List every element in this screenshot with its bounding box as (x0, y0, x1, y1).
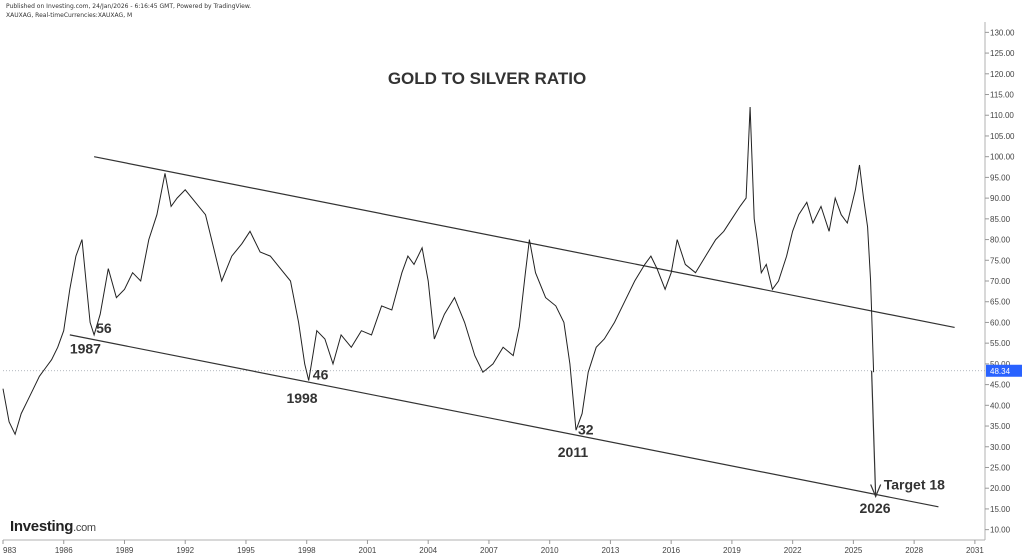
y-tick-label: 75.00 (990, 256, 1011, 265)
x-tick-label: 2022 (784, 546, 802, 555)
y-tick-label: 85.00 (990, 215, 1011, 224)
symbol-label: XAUXAG, Real-timeCurrencies:XAUXAG, M (6, 12, 133, 19)
x-tick-label: 2028 (905, 546, 923, 555)
y-tick-label: 65.00 (990, 298, 1011, 307)
y-tick-label: 40.00 (990, 401, 1011, 410)
y-tick-label: 115.00 (990, 91, 1014, 100)
x-tick-label: 1992 (176, 546, 194, 555)
target-arrow-head (870, 484, 882, 499)
annotation-label: 2026 (859, 500, 890, 516)
x-tick-label: 983 (3, 546, 17, 555)
x-tick-label: 2004 (419, 546, 437, 555)
x-tick-label: 2025 (844, 546, 862, 555)
trendline-upper (93, 156, 955, 329)
x-tick-label: 2010 (541, 546, 559, 555)
annotation-label: Target 18 (884, 476, 945, 492)
chart-title: GOLD TO SILVER RATIO (388, 69, 586, 88)
annotation-label: 1987 (70, 341, 101, 357)
x-tick-label: 2001 (359, 546, 377, 555)
y-tick-label: 25.00 (990, 463, 1011, 472)
x-tick-label: 2013 (602, 546, 620, 555)
brand-suffix: .com (73, 522, 96, 534)
y-tick-label: 10.00 (990, 526, 1011, 535)
annotation-label: 32 (578, 421, 594, 437)
y-tick-label: 130.00 (990, 28, 1015, 37)
last-value-label: 48.34 (990, 367, 1011, 376)
y-tick-label: 125.00 (990, 49, 1015, 58)
last-value-tag (986, 364, 1022, 377)
x-tick-label: 1986 (55, 546, 73, 555)
annotation-label: 56 (96, 320, 112, 336)
x-tick-label: 1989 (116, 546, 134, 555)
trendline-lower (69, 334, 939, 508)
y-tick-label: 60.00 (990, 318, 1011, 327)
annotation-label: 1998 (286, 390, 317, 406)
y-tick-label: 110.00 (990, 111, 1014, 120)
x-tick-label: 1998 (298, 546, 316, 555)
ratio-series-line (2, 106, 875, 436)
y-tick-label: 70.00 (990, 277, 1011, 286)
x-tick-label: 1995 (237, 546, 255, 555)
x-tick-label: 2019 (723, 546, 741, 555)
annotation-label: 46 (313, 367, 329, 383)
y-tick-label: 30.00 (990, 443, 1011, 452)
y-tick-label: 50.00 (990, 360, 1011, 369)
target-arrow-line (871, 370, 877, 497)
y-tick-label: 90.00 (990, 194, 1011, 203)
y-tick-label: 20.00 (990, 484, 1011, 493)
y-tick-label: 105.00 (990, 132, 1015, 141)
x-tick-label: 2016 (662, 546, 680, 555)
brand-name: Investing (10, 518, 74, 535)
x-tick-label: 2031 (966, 546, 984, 555)
y-tick-label: 95.00 (990, 173, 1011, 182)
annotation-label: 2011 (558, 444, 589, 460)
y-tick-label: 35.00 (990, 422, 1011, 431)
y-tick-label: 100.00 (990, 153, 1015, 162)
y-tick-label: 80.00 (990, 236, 1011, 245)
y-tick-label: 120.00 (990, 70, 1015, 79)
y-tick-label: 45.00 (990, 381, 1011, 390)
y-tick-label: 55.00 (990, 339, 1011, 348)
y-tick-label: 15.00 (990, 505, 1011, 514)
x-tick-label: 2007 (480, 546, 498, 555)
investing-logo: Investing.com (10, 518, 96, 535)
published-note: Published on Investing.com, 24/Jan/2026 … (6, 3, 252, 10)
